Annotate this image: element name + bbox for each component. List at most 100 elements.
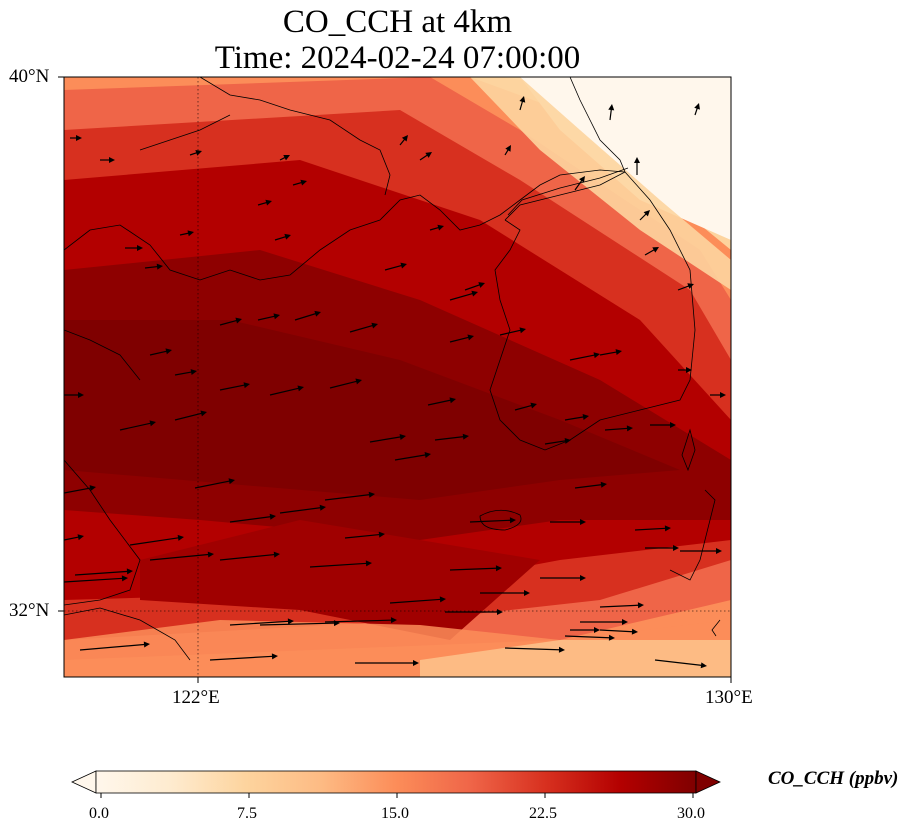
wind-arrow-shaft (257, 315, 278, 321)
wind-arrow-shaft (79, 643, 148, 651)
map-subtitle-time: Time: 2024-02-24 07:00:00 (214, 40, 581, 76)
colorbar-extend-min (71, 770, 97, 794)
wind-arrow-shaft (369, 435, 404, 443)
wind-arrow-head (593, 352, 600, 359)
wind-arrow-shaft (464, 283, 483, 291)
wind-arrow-head (687, 283, 694, 289)
wind-arrow-head (505, 145, 511, 152)
wind-arrow-head (580, 519, 586, 525)
gridlines (64, 77, 731, 677)
wind-arrow-head (497, 609, 503, 615)
wind-arrow-head (399, 434, 406, 440)
wind-arrow-head (558, 646, 565, 653)
wind-arrow-head (200, 410, 207, 417)
lon-tick-label-122e: 122°E (172, 687, 220, 708)
wind-arrow-shaft (544, 439, 569, 445)
wind-arrow-head (424, 452, 431, 458)
wind-arrow-head (207, 551, 214, 558)
lat-tick-label-32n: 32°N (9, 600, 50, 621)
wind-arrow-head (273, 313, 280, 320)
wind-arrow-head (109, 157, 115, 163)
wind-arrow-shaft (499, 329, 524, 336)
wind-arrow-head (190, 369, 197, 376)
colorbar-gradient (95, 770, 697, 794)
wind-arrow-head (300, 179, 307, 186)
wind-arrow-shaft (344, 533, 383, 539)
wind-arrow-shaft (394, 453, 429, 461)
wind-arrow-head (615, 349, 622, 356)
wind-arrow-head (126, 568, 133, 575)
wind-arrow-shaft (149, 553, 212, 561)
wind-arrow-head (287, 618, 294, 625)
colorbar-tick-2: 15.0 (381, 805, 409, 822)
wind-arrow-head (524, 590, 530, 596)
wind-arrow-head (519, 327, 526, 334)
wind-arrow-shaft (174, 412, 205, 421)
wind-arrow-head (165, 348, 172, 355)
lat-tick-label-40n: 40°N (9, 66, 50, 87)
wind-arrow-head (413, 660, 419, 666)
wind-arrow-head (271, 653, 278, 660)
wind-arrow-shaft (219, 319, 240, 326)
wind-arrow-head (371, 322, 378, 329)
wind-arrow-shaft (229, 620, 292, 626)
wind-arrow-head (437, 224, 444, 231)
colorbar-tick-4: 30.0 (677, 805, 705, 822)
wind-arrow-shaft (149, 350, 170, 356)
wind-arrow-shaft (599, 604, 642, 608)
wind-arrow-head (449, 397, 456, 404)
wind-arrow-shaft (449, 292, 476, 301)
colorbar-tick-3: 22.5 (529, 805, 557, 822)
colorbar-tick-0: 0.0 (89, 805, 109, 822)
wind-arrow-head (228, 478, 235, 485)
wind-arrow-shaft (434, 435, 467, 441)
wind-arrow-shaft (269, 387, 302, 396)
wind-arrow-head (400, 262, 407, 269)
wind-arrow-head (580, 575, 586, 581)
wind-arrow-shaft (64, 577, 126, 583)
wind-arrow-shaft (64, 486, 94, 494)
wind-arrow-shaft (569, 354, 598, 361)
wind-arrow-head (283, 155, 290, 161)
wind-arrow-shaft (514, 404, 535, 411)
coastlines (64, 77, 721, 661)
wind-arrow-head (519, 96, 526, 103)
wind-arrow-shaft (449, 336, 472, 343)
wind-arrow-shaft (129, 536, 182, 546)
wind-arrow-head (319, 504, 326, 511)
wind-arrow-shaft (229, 515, 274, 523)
wind-arrow-head (626, 425, 633, 432)
wind-arrow-shaft (469, 519, 514, 523)
wind-arrow-head (269, 513, 276, 520)
colorbar (71, 770, 721, 798)
wind-arrow-head (195, 150, 202, 156)
wind-arrow-head (694, 103, 700, 110)
wind-arrow-shaft (329, 380, 360, 389)
wind-arrow-shaft (384, 264, 405, 271)
wind-arrow-head (582, 414, 589, 420)
wind-arrow-head (187, 230, 194, 237)
wind-arrow-head (401, 135, 408, 142)
wind-arrow-head (439, 596, 446, 603)
colorbar-tick-1: 7.5 (237, 805, 257, 822)
wind-arrow-head (137, 245, 143, 251)
wind-arrow-head (149, 420, 156, 427)
wind-arrow-head (467, 334, 474, 341)
wind-arrow-head (143, 641, 150, 648)
wind-arrow-head (378, 531, 385, 538)
wind-arrow-shaft (349, 324, 376, 333)
wind-arrow-head (390, 617, 397, 624)
wind-arrow-shaft (194, 479, 233, 489)
wind-arrow-shaft (294, 312, 319, 321)
wind-arrow-head (720, 392, 726, 398)
wind-arrow-head (608, 634, 615, 641)
wind-arrow-head (462, 433, 469, 440)
map-title: CO_CCH at 4km (282, 4, 513, 40)
wind-arrow-head (355, 378, 362, 385)
wind-arrow-shaft (604, 427, 631, 431)
lon-tick-label-130e: 130°E (705, 687, 753, 708)
wind-arrow-shaft (449, 567, 500, 571)
wind-arrow-head (643, 210, 650, 217)
wind-arrow-head (156, 263, 163, 270)
wind-arrow-head (564, 437, 571, 444)
